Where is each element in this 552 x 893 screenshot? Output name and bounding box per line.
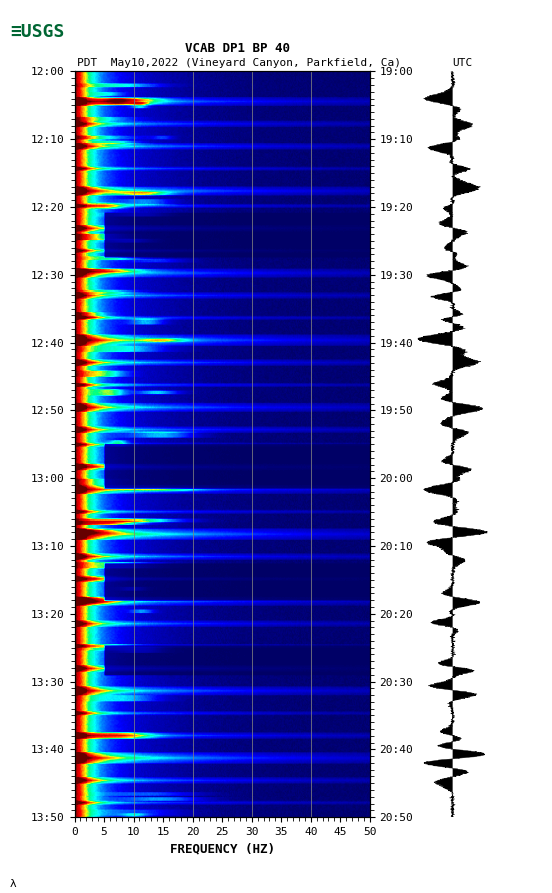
Text: VCAB DP1 BP 40: VCAB DP1 BP 40 [185,42,290,54]
X-axis label: FREQUENCY (HZ): FREQUENCY (HZ) [169,842,275,855]
Text: ≡USGS: ≡USGS [10,23,65,41]
Text: UTC: UTC [453,57,473,68]
Text: λ: λ [10,880,17,889]
Text: PDT  May10,2022 (Vineyard Canyon, Parkfield, Ca): PDT May10,2022 (Vineyard Canyon, Parkfie… [77,57,401,68]
